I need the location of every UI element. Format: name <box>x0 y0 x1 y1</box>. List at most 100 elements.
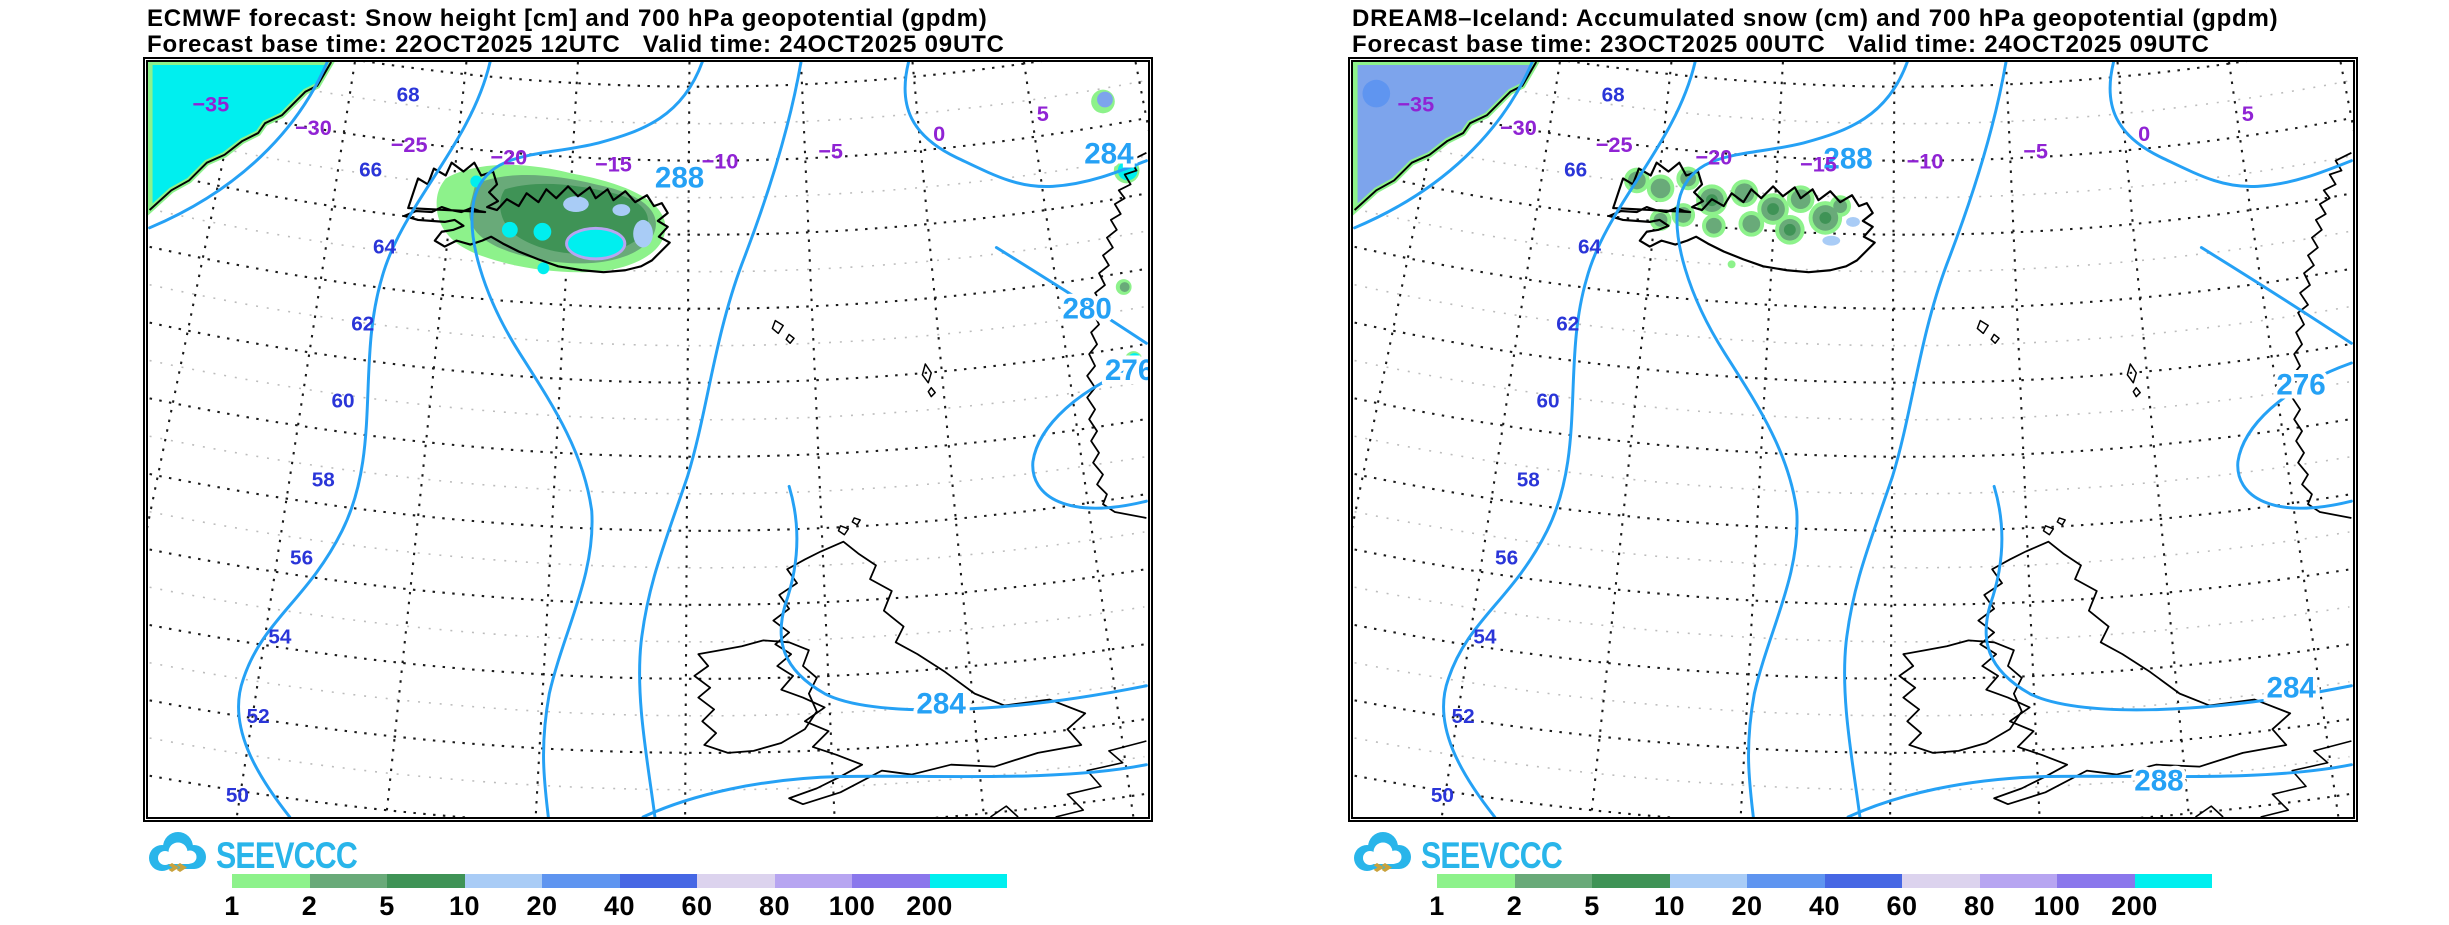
longitude-label: −10 <box>1907 149 1944 174</box>
forecast-panel-ecmwf: ECMWF forecast: Snow height [cm] and 700… <box>143 0 1153 925</box>
legend-value: 200 <box>2111 891 2158 921</box>
cloud-icon <box>149 831 206 872</box>
contour-label: 284 <box>1084 138 1134 171</box>
legend-value: 100 <box>828 891 876 921</box>
contour-label: 284 <box>2267 672 2317 705</box>
legend-segment <box>542 874 620 888</box>
map-labels: 28827628428868666462605856545250−35−30−2… <box>1397 83 2329 807</box>
map-dream8: 288 276 284 288 68 66 64 62 60 58 56 54 52 50 −35 −30 −2… <box>1348 57 2358 822</box>
contour-label: 284 <box>916 687 966 720</box>
legend-value: 80 <box>758 891 791 921</box>
legend-value: 200 <box>906 891 953 921</box>
legend-value: 40 <box>603 891 636 921</box>
legend-segment <box>1669 874 1747 888</box>
latitude-label: 64 <box>373 235 397 258</box>
latitude-label: 62 <box>351 312 374 335</box>
longitude-label: 0 <box>2138 121 2150 146</box>
latitude-label: 68 <box>1602 83 1625 106</box>
legend-value: 60 <box>681 891 713 921</box>
legend-value: 10 <box>448 891 481 921</box>
legend-value: 5 <box>379 891 395 921</box>
longitude-label: −10 <box>702 149 739 174</box>
legend-segment <box>2057 874 2135 888</box>
legend-value: 40 <box>1808 891 1841 921</box>
legend-segment <box>852 874 930 888</box>
legend-segment <box>387 874 465 888</box>
geopotential-contours <box>1353 62 2353 817</box>
graticule <box>148 62 1148 817</box>
longitude-label: −20 <box>490 145 527 170</box>
cloud-logo-icon <box>145 831 211 882</box>
legend-segment <box>619 874 697 888</box>
legend-segment <box>1592 874 1670 888</box>
contour-label: 288 <box>2134 764 2183 797</box>
map-ecmwf: 28828428027628468666462605856545250−35−3… <box>143 57 1153 822</box>
legend-value: 20 <box>526 891 558 921</box>
latitude-label: 56 <box>1495 546 1518 569</box>
latitude-label: 50 <box>1431 784 1454 807</box>
seevccc-logo: SEEVCCC <box>1350 831 1593 882</box>
longitude-label: 0 <box>933 121 945 146</box>
longitude-label: −30 <box>1500 115 1537 140</box>
snow-legend: 1 2 5 10 20 40 60 80 100 200 <box>1429 874 2237 924</box>
latitude-label: 52 <box>247 705 270 728</box>
snow-legend: 1 2 5 10 20 40 60 80 100 200 <box>224 874 1032 924</box>
latitude-label: 66 <box>1564 158 1587 181</box>
longitude-label: −25 <box>391 132 428 157</box>
snow-shading <box>148 62 1143 369</box>
legend-segment <box>1747 874 1825 888</box>
map-canvas: 28828428027628468666462605856545250−35−3… <box>148 62 1148 817</box>
legend-value: 5 <box>1584 891 1600 921</box>
map-labels: 28828428027628468666462605856545250−35−3… <box>192 83 1148 807</box>
latitude-label: 68 <box>397 83 420 106</box>
seevccc-logo: SEEVCCC <box>145 831 388 882</box>
latitude-label: 60 <box>332 389 355 412</box>
latitude-label: 58 <box>312 468 335 491</box>
legend-segment <box>232 874 310 888</box>
legend-value: 60 <box>1886 891 1918 921</box>
latitude-label: 50 <box>226 784 249 807</box>
legend-segment <box>697 874 775 888</box>
legend-segment <box>1902 874 1980 888</box>
legend-value: 1 <box>224 891 240 921</box>
cloud-icon <box>1354 831 1411 872</box>
legend-value: 2 <box>301 891 318 921</box>
panel-title: DREAM8–Iceland: Accumulated snow (cm) an… <box>1352 5 2279 32</box>
contour-label: 288 <box>655 161 704 194</box>
longitude-label: 5 <box>2242 101 2254 126</box>
longitude-label: −30 <box>295 115 332 140</box>
latitude-label: 58 <box>1517 468 1540 491</box>
longitude-label: 5 <box>1037 101 1049 126</box>
longitude-label: −15 <box>595 152 632 177</box>
longitude-label: −25 <box>1596 132 1633 157</box>
contour-label: 288 <box>1823 143 1872 176</box>
legend-segment <box>1979 874 2057 888</box>
latitude-label: 66 <box>359 158 382 181</box>
longitude-label: −20 <box>1695 145 1732 170</box>
legend-value: 20 <box>1731 891 1763 921</box>
contour-label: 276 <box>2276 369 2325 402</box>
geopotential-contours <box>148 62 1148 817</box>
contour-label: 280 <box>1062 293 1111 326</box>
legend-value: 100 <box>2033 891 2081 921</box>
panel-subtitle: Forecast base time: 22OCT2025 12UTC Vali… <box>147 31 1005 58</box>
longitude-label: −35 <box>1397 91 1434 116</box>
legend-segment <box>2134 874 2212 888</box>
legend-segment <box>1824 874 1902 888</box>
latitude-label: 54 <box>268 625 292 648</box>
legend-value: 80 <box>1963 891 1996 921</box>
cloud-logo-icon <box>1350 831 1416 882</box>
latitude-label: 56 <box>290 546 313 569</box>
longitude-label: −15 <box>1800 152 1837 177</box>
longitude-label: −35 <box>192 91 229 116</box>
latitude-label: 60 <box>1537 389 1560 412</box>
map-canvas: 28827628428868666462605856545250−35−30−2… <box>1353 62 2353 817</box>
longitude-label: −5 <box>2023 139 2048 164</box>
legend-value: 1 <box>1429 891 1445 921</box>
contour-label: 276 <box>1105 354 1148 387</box>
latitude-label: 62 <box>1556 312 1579 335</box>
panel-subtitle: Forecast base time: 23OCT2025 00UTC Vali… <box>1352 31 2210 58</box>
brand-name: SEEVCCC <box>216 835 358 876</box>
forecast-panel-dream8: DREAM8–Iceland: Accumulated snow (cm) an… <box>1348 0 2358 925</box>
